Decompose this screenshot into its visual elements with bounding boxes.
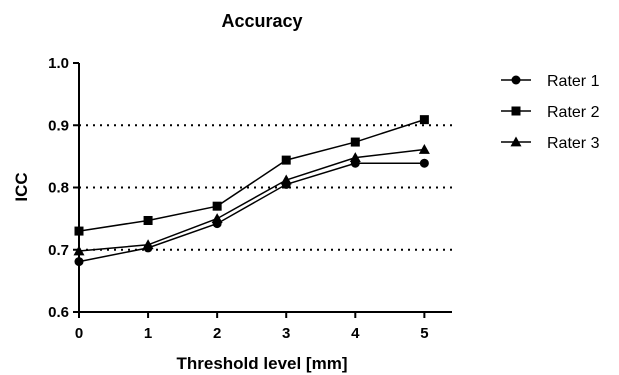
x-tick-label-1: 1	[144, 325, 152, 342]
x-axis-title: Threshold level [mm]	[177, 354, 348, 373]
series-2-point-4	[350, 137, 360, 147]
y-tick-label-1: 0.7	[48, 242, 69, 259]
series-2-point-5	[419, 115, 429, 125]
series-1-line	[78, 162, 425, 263]
legend-item-2-marker	[511, 106, 521, 116]
chart-title: Accuracy	[221, 11, 302, 31]
legend-item-1-marker	[511, 75, 521, 85]
legend-item-2-label: Rater 2	[547, 104, 600, 121]
series-3-point-1	[142, 239, 154, 250]
x-tick-label-4: 4	[351, 325, 360, 342]
series-3-point-2	[211, 213, 223, 224]
y-tick-label-3: 0.9	[48, 117, 69, 134]
series-3-line	[78, 148, 425, 252]
y-tick-label-0: 0.6	[48, 304, 69, 321]
series-1-point-5	[419, 158, 429, 168]
legend-item-1-label: Rater 1	[547, 73, 600, 90]
y-tick-label-2: 0.8	[48, 180, 69, 197]
axes: 0.6 0.7 0.8 0.9 1.0 0 1 2 3 4 5	[48, 55, 452, 342]
reference-lines	[79, 124, 452, 251]
y-axis-title: ICC	[12, 172, 31, 201]
x-tick-label-3: 3	[282, 325, 290, 342]
series-group	[73, 115, 430, 267]
legend: Rater 1 Rater 2 Rater 3	[501, 73, 600, 152]
legend-item-3-label: Rater 3	[547, 135, 600, 152]
series-1-point-0	[74, 257, 84, 267]
x-tick-label-2: 2	[213, 325, 221, 342]
legend-item-3-marker	[510, 136, 522, 147]
series-2-point-3	[281, 155, 291, 165]
series-2-point-2	[212, 201, 222, 211]
x-tick-label-0: 0	[75, 325, 83, 342]
series-2-line	[78, 118, 425, 232]
series-3-point-4	[349, 152, 361, 163]
series-3-point-0	[73, 245, 85, 256]
series-3-point-3	[280, 174, 292, 185]
series-3-point-5	[418, 144, 430, 154]
y-tick-label-4: 1.0	[48, 55, 69, 72]
series-2-point-1	[143, 215, 153, 225]
x-tick-label-5: 5	[420, 325, 428, 342]
series-2-point-0	[74, 226, 84, 236]
